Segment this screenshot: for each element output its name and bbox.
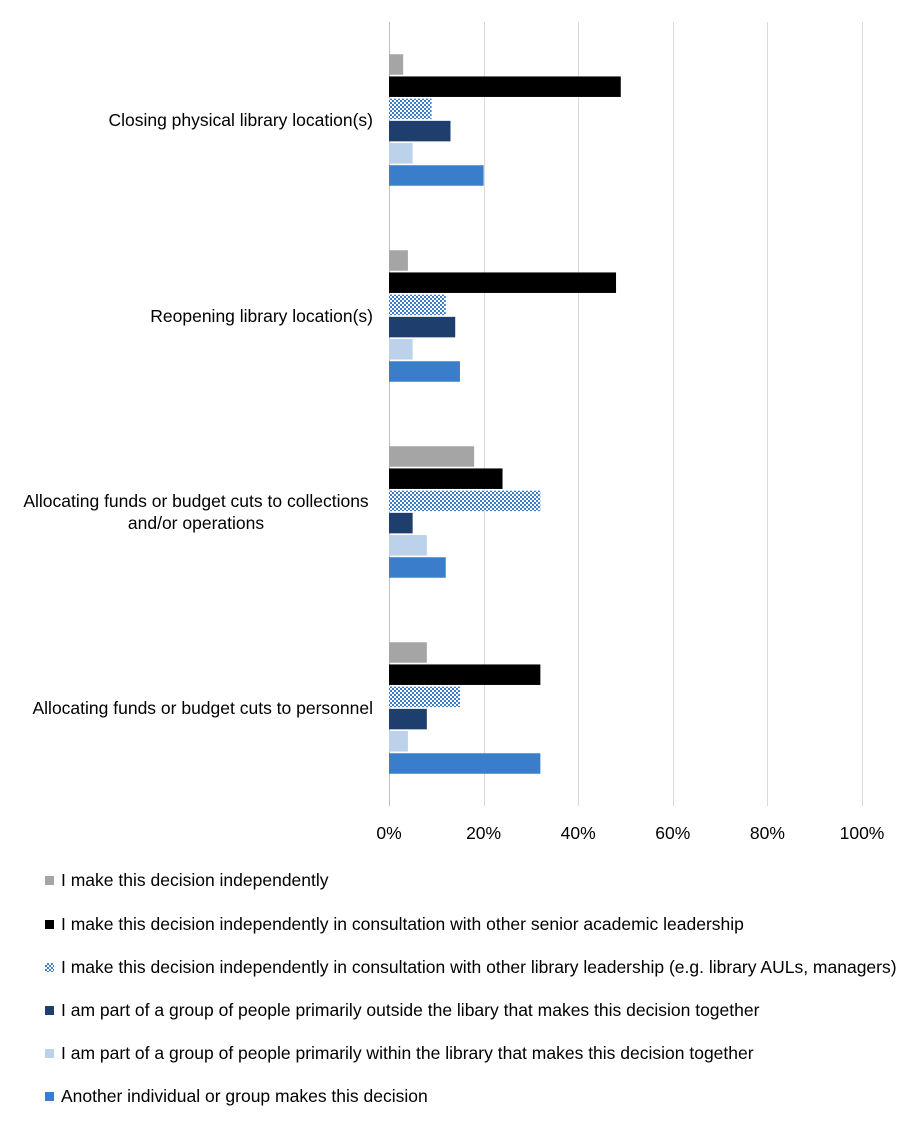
bar-2-4	[389, 535, 427, 556]
gridlines	[389, 22, 863, 806]
bar-3-0	[389, 642, 427, 663]
bar-0-4	[389, 143, 413, 164]
legend-item: I make this decision independently	[44, 870, 900, 891]
x-tick-label: 60%	[655, 823, 690, 843]
bar-1-4	[389, 339, 413, 360]
category-label: and/or operations	[128, 513, 264, 533]
legend-label: I make this decision independently in co…	[61, 914, 744, 934]
legend-item: I am part of a group of people primarily…	[44, 1043, 900, 1064]
x-tick-label: 40%	[561, 823, 596, 843]
legend-label: I make this decision independently	[61, 870, 329, 890]
bar-2-2	[389, 490, 541, 512]
category-labels: Closing physical library location(s) Reop…	[23, 110, 373, 718]
legend-swatch	[45, 1006, 54, 1015]
bar-2-5	[389, 557, 446, 578]
x-tick-label: 80%	[750, 823, 785, 843]
bar-0-5	[389, 165, 484, 186]
legend-swatch	[45, 963, 54, 972]
legend-swatch	[45, 1049, 54, 1058]
bar-0-0	[389, 54, 404, 75]
bars	[389, 54, 621, 774]
legend-label: I am part of a group of people primarily…	[61, 1000, 760, 1020]
bar-1-2	[389, 294, 446, 316]
bar-1-5	[389, 361, 460, 382]
x-tick-label: 0%	[376, 823, 401, 843]
category-label: Allocating funds or budget cuts to colle…	[23, 491, 369, 511]
bar-0-2	[389, 98, 432, 120]
bar-chart: Closing physical library location(s) Reop…	[23, 22, 884, 843]
bar-3-3	[389, 708, 427, 730]
legend-label: I make this decision independently in co…	[61, 957, 897, 977]
legend-item: I make this decision independently in co…	[44, 914, 900, 935]
bar-1-3	[389, 316, 456, 338]
bar-2-3	[389, 512, 413, 534]
x-tick-label: 100%	[840, 823, 885, 843]
bar-0-1	[389, 76, 621, 97]
legend-swatch	[45, 876, 54, 885]
category-label: Closing physical library location(s)	[108, 110, 373, 130]
x-tick-label: 20%	[466, 823, 501, 843]
bar-1-0	[389, 250, 408, 271]
x-axis-tick-labels: 0% 20% 40% 60% 80% 100%	[376, 823, 884, 843]
legend-swatch	[45, 920, 54, 929]
legend-item: Another individual or group makes this d…	[44, 1086, 900, 1107]
category-label: Reopening library location(s)	[150, 306, 373, 326]
legend-item: I make this decision independently in co…	[44, 957, 900, 978]
category-label: Allocating funds or budget cuts to perso…	[33, 698, 374, 718]
bar-0-3	[389, 120, 451, 142]
legend-item: I am part of a group of people primarily…	[44, 1000, 900, 1021]
bar-1-1	[389, 272, 617, 293]
legend-label: I am part of a group of people primarily…	[61, 1043, 754, 1063]
bar-3-1	[389, 664, 541, 685]
legend-label: Another individual or group makes this d…	[61, 1086, 428, 1106]
bar-3-5	[389, 753, 541, 774]
bar-3-2	[389, 686, 460, 708]
bar-2-0	[389, 446, 475, 467]
bar-3-4	[389, 731, 408, 752]
legend-swatch	[45, 1092, 54, 1101]
bar-2-1	[389, 468, 503, 489]
